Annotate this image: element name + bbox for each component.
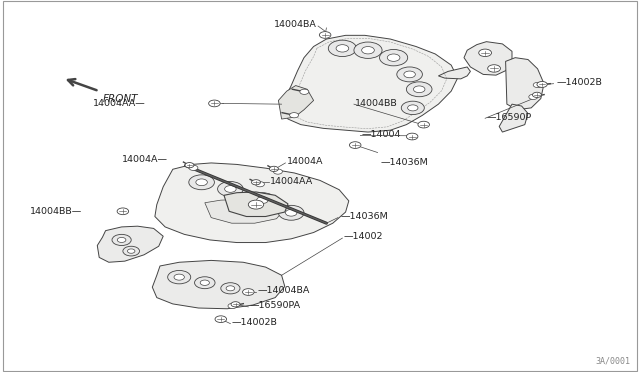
- Circle shape: [404, 71, 415, 78]
- Text: 3A/0001: 3A/0001: [595, 356, 630, 365]
- Circle shape: [252, 180, 260, 185]
- Circle shape: [228, 303, 237, 308]
- Circle shape: [221, 283, 240, 294]
- Circle shape: [362, 46, 374, 54]
- Circle shape: [200, 280, 209, 285]
- Circle shape: [537, 81, 547, 87]
- Circle shape: [189, 175, 214, 190]
- Polygon shape: [282, 35, 458, 132]
- Circle shape: [215, 316, 227, 323]
- Text: —16590P: —16590P: [486, 113, 532, 122]
- Polygon shape: [464, 42, 512, 75]
- Circle shape: [397, 67, 422, 82]
- Circle shape: [418, 121, 429, 128]
- Circle shape: [408, 105, 418, 111]
- Text: FRONT: FRONT: [102, 94, 138, 104]
- Circle shape: [117, 237, 126, 243]
- Circle shape: [123, 246, 140, 256]
- Text: 14004AA—: 14004AA—: [93, 99, 146, 108]
- Circle shape: [406, 133, 418, 140]
- Text: —14002: —14002: [344, 232, 383, 241]
- Circle shape: [189, 165, 198, 170]
- Circle shape: [196, 179, 207, 186]
- Circle shape: [273, 169, 282, 174]
- Circle shape: [255, 182, 264, 187]
- Text: 14004AA: 14004AA: [270, 177, 314, 186]
- Text: 14004A: 14004A: [287, 157, 323, 166]
- Circle shape: [218, 182, 243, 196]
- Circle shape: [117, 208, 129, 215]
- Polygon shape: [506, 58, 544, 110]
- Circle shape: [328, 40, 356, 57]
- Text: —14004: —14004: [362, 130, 401, 139]
- Circle shape: [174, 274, 184, 280]
- Polygon shape: [499, 104, 528, 132]
- Circle shape: [225, 186, 236, 192]
- Circle shape: [336, 45, 349, 52]
- Text: —14036M: —14036M: [381, 158, 429, 167]
- Circle shape: [112, 234, 131, 246]
- Circle shape: [354, 42, 382, 58]
- Text: —14002B: —14002B: [557, 78, 603, 87]
- Text: 14004BB—: 14004BB—: [29, 207, 82, 216]
- Circle shape: [243, 289, 254, 295]
- Polygon shape: [278, 86, 314, 119]
- Polygon shape: [152, 260, 285, 309]
- Circle shape: [300, 89, 309, 94]
- Circle shape: [533, 82, 542, 87]
- Circle shape: [406, 82, 432, 97]
- Polygon shape: [97, 226, 163, 262]
- Circle shape: [250, 193, 275, 208]
- Circle shape: [529, 94, 538, 99]
- Circle shape: [195, 277, 215, 289]
- Circle shape: [319, 32, 331, 38]
- Circle shape: [185, 163, 194, 168]
- Text: —14002B: —14002B: [232, 318, 278, 327]
- Circle shape: [401, 101, 424, 115]
- Circle shape: [349, 142, 361, 148]
- Text: 14004BB: 14004BB: [355, 99, 398, 108]
- Circle shape: [387, 54, 400, 61]
- Circle shape: [290, 113, 299, 118]
- Text: 14004BA: 14004BA: [274, 20, 317, 29]
- Circle shape: [413, 86, 425, 93]
- Circle shape: [269, 166, 278, 171]
- Text: 14004A—: 14004A—: [122, 155, 168, 164]
- Circle shape: [488, 65, 500, 72]
- Circle shape: [168, 270, 191, 284]
- Polygon shape: [438, 67, 470, 79]
- Circle shape: [226, 286, 235, 291]
- Circle shape: [532, 92, 541, 97]
- Circle shape: [231, 302, 240, 307]
- Circle shape: [248, 200, 264, 209]
- Circle shape: [257, 197, 268, 203]
- Circle shape: [479, 49, 492, 57]
- Polygon shape: [205, 199, 282, 223]
- Polygon shape: [155, 163, 349, 243]
- Circle shape: [285, 209, 297, 216]
- Polygon shape: [224, 192, 288, 217]
- Circle shape: [127, 249, 135, 253]
- Circle shape: [380, 49, 408, 66]
- Text: —14004BA: —14004BA: [257, 286, 310, 295]
- Circle shape: [278, 205, 304, 220]
- Text: —14036M: —14036M: [340, 212, 388, 221]
- Circle shape: [209, 100, 220, 107]
- Text: —16590PA: —16590PA: [250, 301, 301, 310]
